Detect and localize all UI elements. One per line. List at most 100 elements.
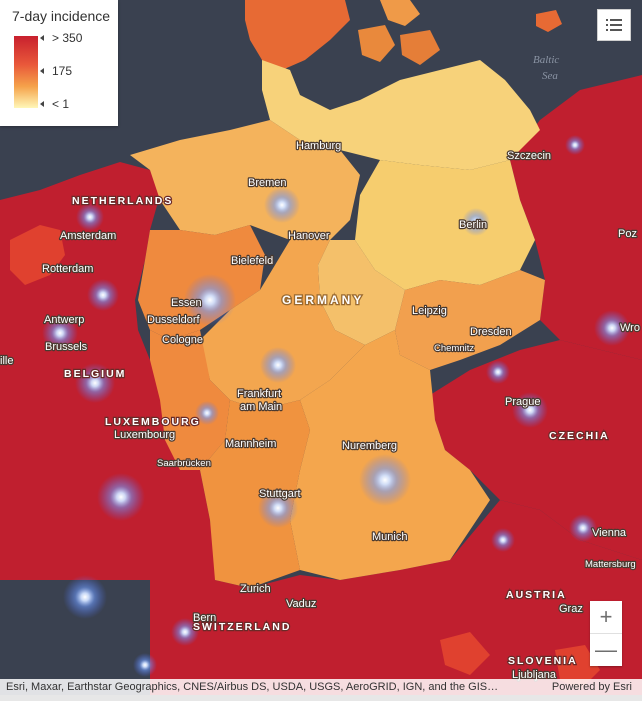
region-baden-wuerttemberg [200, 400, 310, 588]
city-label-chemnitz: Chemnitz [434, 343, 474, 354]
city-label-stuttgart: Stuttgart [259, 488, 301, 500]
country-label-belgium: BELGIUM [64, 368, 126, 380]
city-label-essen: Essen [171, 297, 202, 309]
hotspot[interactable] [97, 473, 145, 521]
city-label-dresden: Dresden [470, 326, 512, 338]
city-label-saarbrucken: Saarbrücken [157, 458, 211, 469]
region-austria-switzerland-south [150, 500, 642, 701]
hotspot[interactable] [42, 315, 78, 351]
city-label-dusseldorf: Dusseldorf [147, 314, 201, 326]
region-denmark-island-east [400, 30, 440, 65]
region-lower-saxony [130, 120, 360, 240]
legend-label-low: < 1 [52, 97, 70, 111]
city-label-szczecin: Szczecin [507, 150, 551, 162]
hotspot[interactable] [133, 653, 157, 677]
hotspot[interactable] [76, 203, 104, 231]
region-saxony-anhalt [318, 240, 405, 345]
hotspot[interactable] [171, 618, 199, 646]
powered-by-link[interactable]: Powered by Esri [551, 681, 632, 693]
city-label-zurich: Zurich [240, 583, 271, 595]
city-label-hanover: Hanover [288, 230, 330, 242]
city-label-bremen: Bremen [248, 177, 287, 189]
city-label-antwerp: Antwerp [44, 314, 84, 326]
hotspot[interactable] [87, 279, 119, 311]
city-label-prague: Prague [505, 396, 540, 408]
country-label-slovenia: SLOVENIA [508, 655, 578, 667]
city-label-munich: Munich [372, 531, 407, 543]
hotspot[interactable] [462, 208, 490, 236]
city-label-leipzig: Leipzig [412, 305, 447, 317]
hotspot[interactable] [359, 454, 411, 506]
country-label-germany: GERMANY [282, 293, 364, 307]
zoom-in-button[interactable]: + [599, 604, 613, 629]
city-label-mannheim: Mannheim [225, 438, 276, 450]
city-label-ljubljana: Ljubljana [512, 669, 557, 681]
city-label-cologne: Cologne [162, 334, 203, 346]
hotspot[interactable] [594, 310, 630, 346]
city-label-luxembourg: Luxembourg [114, 429, 175, 441]
hotspot[interactable] [264, 187, 300, 223]
legend-label-mid: 175 [52, 64, 73, 78]
legend-tick-high [40, 35, 44, 41]
city-label-nuremberg: Nuremberg [342, 440, 397, 452]
region-rhineland [150, 330, 230, 470]
region-czechia [430, 340, 642, 560]
attribution-bar: Esri, Maxar, Earthstar Geographics, CNES… [0, 679, 642, 695]
city-label-bern: Bern [193, 612, 216, 624]
hotspot[interactable] [565, 135, 585, 155]
country-label-luxembourg: LUXEMBOURG [105, 416, 201, 428]
legend-panel: 7-day incidence > 350 175 < 1 [0, 0, 118, 126]
legend-list-icon [606, 19, 622, 31]
legend-color-ramp [14, 36, 38, 108]
sea-label-2: Sea [542, 70, 558, 82]
legend-tick-low [40, 101, 44, 107]
zoom-control: + — [590, 601, 622, 666]
city-label-brussels: Brussels [45, 341, 88, 353]
hotspot[interactable] [260, 347, 296, 383]
region-saxony [395, 270, 545, 370]
hotspot[interactable] [486, 360, 510, 384]
sea-label-1: Baltic [533, 54, 559, 66]
attribution-text[interactable]: Esri, Maxar, Earthstar Geographics, CNES… [6, 681, 499, 693]
zoom-out-button[interactable]: — [590, 633, 622, 666]
city-label-poz: Poz [618, 228, 637, 240]
city-label-amsterdam: Amsterdam [60, 230, 116, 242]
region-netherlands-coast-orange [10, 225, 65, 285]
hotspot[interactable] [258, 488, 298, 528]
city-label-rotterdam: Rotterdam [42, 263, 93, 275]
city-label-wro: Wro [620, 322, 640, 334]
region-denmark-island-funen [358, 25, 395, 62]
city-label-mattersburg: Mattersburg [585, 559, 636, 570]
region-south-orange-patch [440, 632, 490, 675]
hotspot[interactable] [184, 274, 236, 326]
hotspot[interactable] [195, 401, 219, 425]
hotspot[interactable] [512, 392, 548, 428]
region-germany-north [262, 60, 540, 170]
city-label-bielefeld: Bielefeld [231, 255, 273, 267]
hotspot[interactable] [75, 363, 115, 403]
region-poland [510, 75, 642, 360]
region-brandenburg [355, 160, 535, 290]
country-label-czechia: CZECHIA [549, 430, 610, 442]
hotspot[interactable] [491, 528, 515, 552]
country-label-switzerland: SWITZERLAND [193, 621, 291, 633]
legend-label-high: > 350 [52, 31, 83, 45]
legend-title: 7-day incidence [12, 8, 111, 24]
hotspot-layer [42, 135, 630, 677]
city-label-hamburg: Hamburg [296, 140, 341, 152]
city-label-berlin: Berlin [459, 219, 487, 231]
region-denmark-island-bornholm [536, 10, 562, 32]
city-label-frankfurt-1: Frankfurt [237, 388, 281, 400]
region-denmark-island-zealand [380, 0, 420, 26]
legend-toggle-button[interactable] [597, 9, 631, 41]
hotspot[interactable] [569, 514, 597, 542]
city-label-graz: Graz [559, 603, 583, 615]
city-label-vienna: Vienna [592, 527, 627, 539]
legend-tick-mid [40, 68, 44, 74]
city-label-frankfurt-2: am Main [240, 401, 282, 413]
country-label-austria: AUSTRIA [506, 589, 567, 601]
hotspot[interactable] [63, 575, 107, 619]
region-hesse-thuringia [200, 240, 365, 410]
city-label-vaduz: Vaduz [286, 598, 316, 610]
